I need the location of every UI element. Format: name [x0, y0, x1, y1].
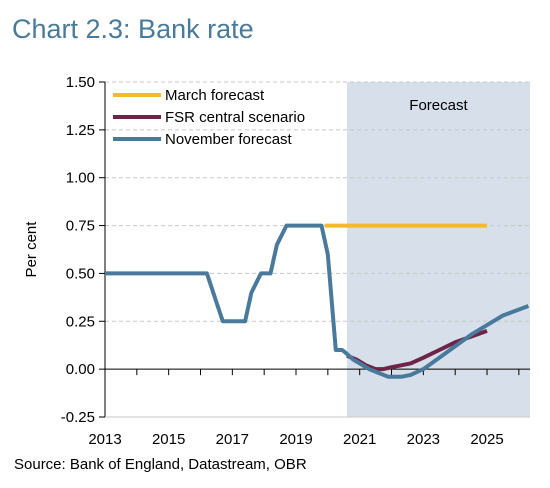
- y-tick-label: -0.25: [61, 409, 95, 426]
- y-axis-title: Per cent: [23, 221, 40, 278]
- y-tick-label: 1.25: [66, 122, 95, 139]
- source-note: Source: Bank of England, Datastream, OBR: [14, 456, 307, 473]
- legend-november-forecast-label: November forecast: [165, 131, 293, 148]
- legend-march-forecast-label: March forecast: [165, 87, 265, 104]
- x-tick-label: 2013: [88, 431, 121, 448]
- x-tick-label: 2025: [470, 431, 503, 448]
- y-tick-label: 0.75: [66, 218, 95, 235]
- x-tick-label: 2017: [216, 431, 249, 448]
- chart-title: Chart 2.3: Bank rate: [12, 14, 254, 44]
- forecast-label: Forecast: [409, 97, 468, 114]
- x-tick-label: 2021: [343, 431, 376, 448]
- y-tick-label: 0.50: [66, 265, 95, 282]
- x-tick-label: 2015: [152, 431, 185, 448]
- november-forecast-line: [105, 223, 530, 379]
- x-tick-label: 2019: [279, 431, 312, 448]
- y-tick-label: 1.00: [66, 170, 95, 187]
- x-tick-label: 2023: [407, 431, 440, 448]
- y-tick-label: 0.00: [66, 361, 95, 378]
- legend-fsr-central-scenario-label: FSR central scenario: [165, 109, 305, 126]
- y-tick-label: 1.50: [66, 74, 95, 91]
- forecast-region: [346, 82, 530, 417]
- y-tick-label: 0.25: [66, 313, 95, 330]
